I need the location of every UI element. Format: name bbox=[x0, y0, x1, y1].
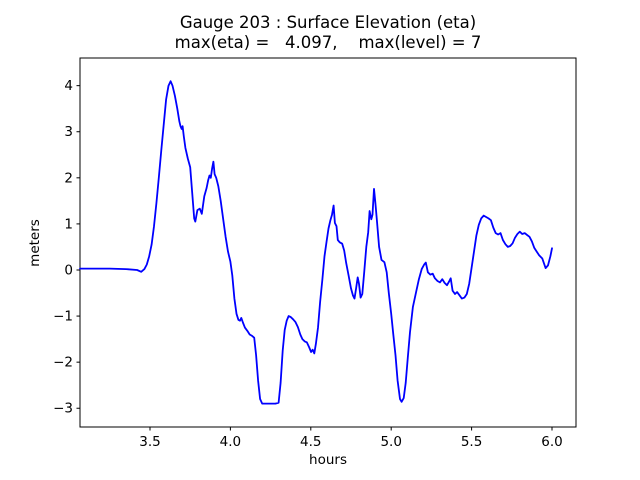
x-tick-label: 5.0 bbox=[380, 434, 401, 450]
x-tick-label: 4.5 bbox=[300, 434, 321, 450]
y-tick-label: −2 bbox=[53, 355, 73, 371]
x-tick-label: 5.5 bbox=[461, 434, 482, 450]
y-tick-label: −3 bbox=[53, 401, 73, 417]
y-tick-label: 1 bbox=[64, 216, 73, 232]
y-tick-label: 3 bbox=[64, 124, 73, 140]
chart-title: Gauge 203 : Surface Elevation (eta) bbox=[179, 13, 477, 32]
x-tick-label: 6.0 bbox=[541, 434, 562, 450]
y-tick-label: 0 bbox=[64, 262, 73, 278]
plot-spine bbox=[79, 57, 577, 428]
series-line-eta bbox=[79, 80, 553, 405]
title-block: Gauge 203 : Surface Elevation (eta) max(… bbox=[80, 13, 576, 53]
chart-subtitle: max(eta) = 4.097, max(level) = 7 bbox=[174, 33, 482, 52]
x-tick-label: 4.0 bbox=[220, 434, 241, 450]
x-tick-label: 3.5 bbox=[139, 434, 160, 450]
y-tick-label: 4 bbox=[64, 78, 73, 94]
y-tick-label: 2 bbox=[64, 170, 73, 186]
x-axis-label: hours bbox=[309, 452, 347, 468]
y-tick-label: −1 bbox=[53, 309, 73, 325]
